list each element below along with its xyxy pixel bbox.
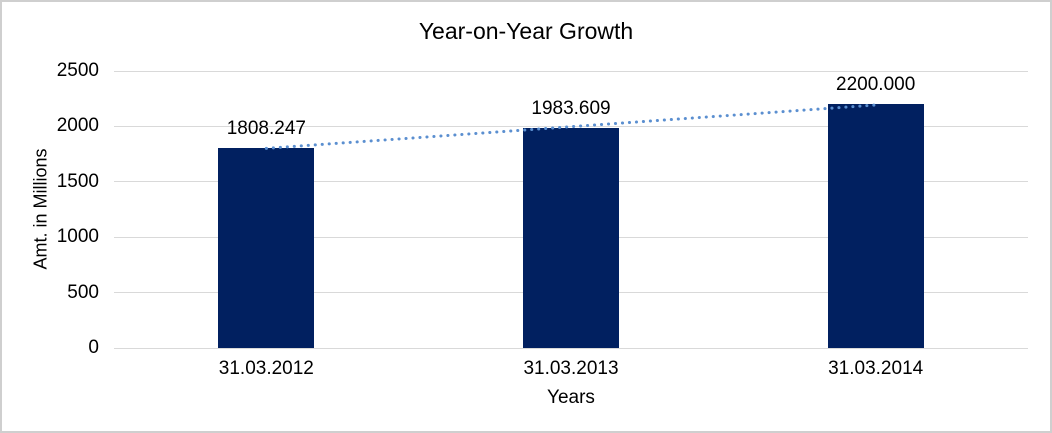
gridline [114, 347, 1028, 349]
gridline [114, 70, 1028, 72]
y-tick-label: 500 [67, 281, 99, 303]
y-tick-label: 2000 [56, 115, 99, 137]
x-tick-label: 31.03.2014 [828, 358, 924, 379]
y-tick-label: 2500 [56, 60, 99, 81]
chart-title: Year-on-Year Growth [418, 18, 634, 44]
bar [218, 147, 315, 348]
bar-value-label: 1808.247 [226, 117, 306, 139]
bar-value-label: 2200.000 [836, 74, 916, 96]
bar-value-label: 1983.609 [531, 98, 611, 120]
x-tick-label: 31.03.2013 [523, 358, 619, 379]
bar [523, 128, 619, 348]
bar [827, 104, 924, 348]
x-tick-label: 31.03.2012 [218, 358, 314, 379]
y-tick-label: 1000 [56, 226, 99, 248]
x-axis-title: Years [547, 387, 595, 408]
y-tick-label: 0 [88, 337, 99, 358]
y-tick-label: 1500 [56, 170, 99, 192]
